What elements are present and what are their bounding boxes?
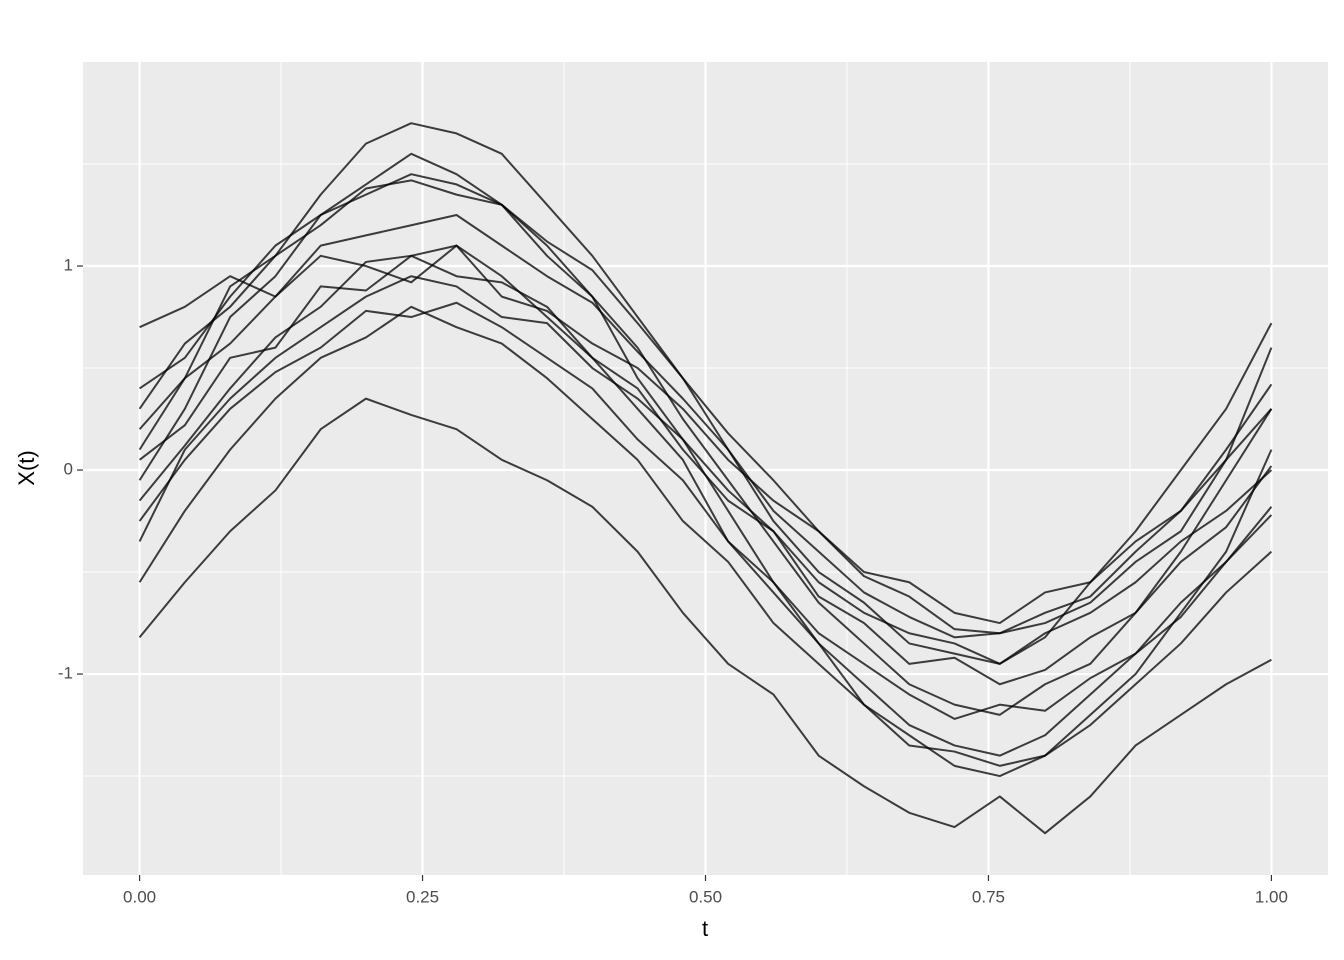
x-tick-label: 0.25 [406,887,439,906]
series-line [138,179,1273,635]
series-line [139,152,1273,716]
y-axis-title: X(t) [14,450,39,485]
y-tick-label: -1 [58,664,73,683]
series-line [138,301,1273,720]
x-tick-label: 0.00 [123,887,156,906]
x-tick-label: 0.50 [689,887,722,906]
series-line [138,214,1273,639]
y-tick-label: 1 [64,255,73,274]
series-line [138,275,1273,665]
axes: 0.00 0.25 0.50 0.75 1.00 -1 0 1 [58,255,1288,906]
series-line [138,122,1273,665]
series-line [138,305,1273,767]
lines [138,122,1273,835]
series-line [138,173,1273,778]
x-tick-label: 0.75 [972,887,1005,906]
y-tick-label: 0 [64,460,73,479]
series-line [138,397,1272,835]
series-line [138,244,1273,757]
x-axis-title: t [702,916,708,941]
x-tick-label: 1.00 [1255,887,1288,906]
series-line [139,244,1273,625]
grid [83,62,1328,875]
